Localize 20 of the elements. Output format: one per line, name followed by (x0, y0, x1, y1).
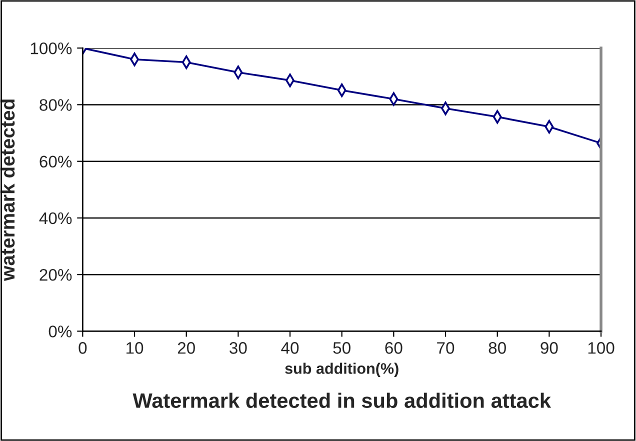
text: Watermark detected in sub addition attack (132, 392, 552, 408)
y-tick-label: 0% (48, 326, 72, 338)
x-tick-label: 60 (385, 342, 402, 354)
x-axis-title: sub addition(%) (285, 362, 398, 377)
x-tick-label: 40 (281, 342, 299, 354)
x-tick-label: 90 (540, 342, 558, 354)
x-tick-label: 0 (78, 342, 87, 354)
x-tick-label: 100 (588, 342, 614, 354)
y-tick-label: 40% (39, 212, 72, 224)
x-tick-label: 70 (437, 342, 454, 354)
y-tick-label: 80% (40, 99, 72, 111)
x-tick-label: 10 (126, 342, 144, 354)
x-tick-label: 20 (178, 342, 195, 354)
x-tick-label: 30 (230, 342, 247, 354)
y-axis-title: watermark detected (0, 100, 15, 282)
y-tick-label: 20% (40, 268, 72, 281)
x-tick-label: 50 (333, 342, 350, 354)
y-tick-label: 60% (40, 156, 72, 168)
y-tick-label: 100% (30, 42, 72, 54)
x-tick-label: 80 (488, 342, 506, 354)
